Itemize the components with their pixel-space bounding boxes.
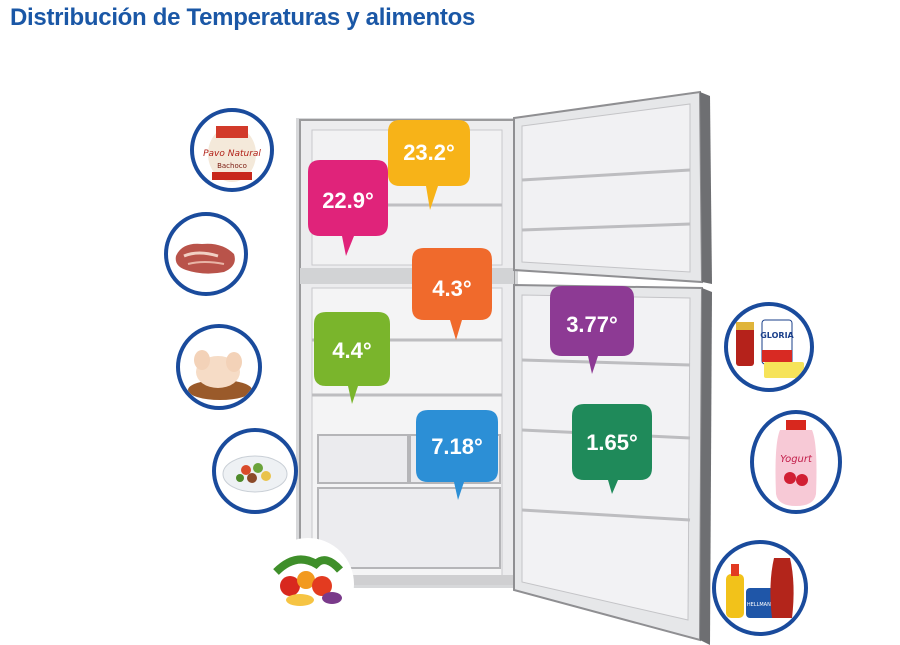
temp-label: 23.2° — [403, 140, 455, 165]
temp-label: 7.18° — [431, 434, 483, 459]
speech-bubble-icon — [550, 286, 634, 374]
yogurt-label: Yogurt — [780, 454, 813, 465]
speech-bubble-icon — [412, 248, 492, 340]
speech-bubble-icon — [308, 160, 388, 256]
jars-and-butter-icon: GLORIA — [724, 302, 814, 392]
temp-bubble-freezer-left: 22.9° — [306, 158, 390, 258]
temp-bubble-door-upper: 3.77° — [548, 284, 636, 376]
temp-label: 1.65° — [586, 430, 638, 455]
temp-bubble-fridge-drawer: 7.18° — [414, 408, 500, 502]
turkey-brand: Bachoco — [217, 162, 247, 170]
hellmanns-label: HELLMANN'S — [747, 602, 779, 608]
yogurt-bottle-icon: Yogurt — [750, 410, 842, 514]
temp-bubble-freezer-top: 23.2° — [386, 118, 472, 214]
salad-plate-icon — [212, 428, 298, 514]
temp-bubble-fridge-left: 4.4° — [312, 310, 392, 406]
raw-chicken-icon — [176, 324, 262, 410]
temp-label: 22.9° — [322, 188, 374, 213]
temp-bubble-door-lower: 1.65° — [570, 402, 654, 496]
turkey-package-icon: Pavo Natural Bachoco — [190, 108, 274, 192]
temp-bubble-fridge-top-center: 4.3° — [410, 246, 494, 342]
page-title: Distribución de Temperaturas y alimentos — [10, 4, 476, 31]
condiments-icon: HELLMANN'S — [712, 540, 808, 636]
speech-bubble-icon — [416, 410, 498, 500]
speech-bubble-icon — [314, 312, 390, 404]
speech-bubble-icon — [388, 120, 470, 210]
vegetables-icon — [262, 538, 354, 630]
temp-label: 4.4° — [332, 338, 372, 363]
temp-label: 4.3° — [432, 276, 472, 301]
turkey-label: Pavo Natural — [203, 149, 261, 159]
temp-label: 3.77° — [566, 312, 618, 337]
speech-bubble-icon — [572, 404, 652, 494]
gloria-label: GLORIA — [760, 331, 794, 340]
meat-steak-icon — [164, 212, 248, 296]
